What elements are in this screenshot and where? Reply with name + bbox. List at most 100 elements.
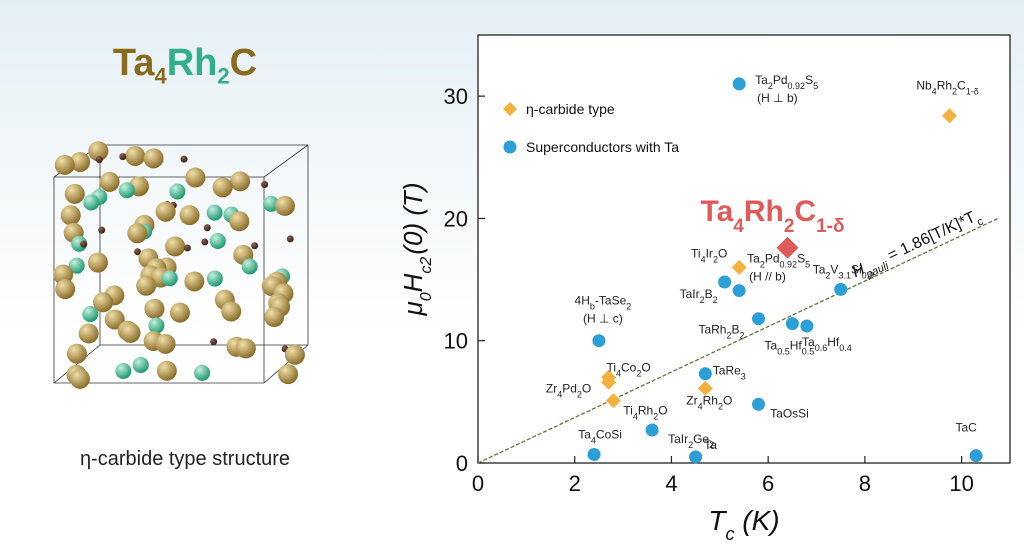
point-label-part: 2 (713, 254, 718, 264)
ta-atom (155, 333, 176, 354)
ta-atom (230, 171, 251, 192)
ta-superconductor-point (785, 317, 799, 331)
point-label: Zr4Pd2O (546, 381, 591, 399)
highlight-label-part: Rh (744, 195, 784, 228)
y-tick-label: 10 (444, 329, 468, 354)
ta-superconductor-point (800, 319, 814, 333)
point-label-part: 4 (616, 368, 621, 378)
point-label-part: 2 (740, 331, 745, 341)
y-tick-label: 0 (456, 451, 468, 476)
point-label-part: 4 (633, 412, 638, 422)
ta-superconductor-point (689, 450, 703, 464)
formula-c: C (229, 42, 258, 84)
ta-atom (136, 275, 157, 296)
point-label-part: Pd (765, 252, 780, 266)
point-label-part: Ta (802, 335, 815, 349)
eta-carbide-point (731, 259, 747, 275)
c-atom (183, 244, 191, 252)
rh-atom (118, 182, 135, 199)
y-tick-label: 30 (444, 84, 468, 109)
point-label: TaC (955, 421, 977, 435)
rh-atom (115, 362, 132, 379)
ta-atom (165, 236, 186, 257)
ta-superconductor-point (752, 397, 766, 411)
point-label-part: O (718, 246, 727, 260)
x-tick-label: 6 (762, 471, 774, 496)
point-label-part: 2 (825, 270, 830, 280)
point-label-part: Ta (755, 73, 768, 87)
point-label-part: 3 (741, 372, 746, 382)
ta-atom (169, 302, 190, 323)
c-atom (134, 248, 142, 256)
ta-atom (93, 292, 114, 313)
point-label: Ta4CoSi (578, 427, 622, 445)
ta-atom (54, 154, 75, 175)
ta4rh2c-highlight-point (776, 236, 799, 259)
rh-atom (68, 257, 85, 274)
ta-atom (229, 211, 250, 232)
point-label-part: TaIr (680, 287, 700, 301)
point-label-part: Ta (765, 339, 778, 353)
point-label-part: - (595, 294, 599, 308)
ta-atom (184, 271, 205, 292)
point-label-part: TaRe (713, 364, 741, 378)
c-atom (261, 180, 269, 188)
point-label: TaIr2Ge2 (668, 432, 714, 450)
formula-rh: Rh (166, 42, 218, 84)
ta-atom (179, 205, 200, 226)
c-atom (201, 238, 209, 246)
x-axis-label-sub: c (726, 524, 735, 540)
point-label-part: 2 (688, 440, 693, 450)
x-tick-label: 0 (472, 471, 484, 496)
x-axis-label-unit: (K) (735, 505, 780, 536)
ta-atom (60, 205, 81, 226)
ta-atom (66, 343, 87, 364)
ta-superconductor-point (592, 334, 606, 348)
ta-atom (78, 323, 99, 344)
y-axis-label-mu: μ (400, 301, 428, 316)
point-label-part: 0.6 (815, 343, 828, 353)
point-label-part: Pd (773, 73, 788, 87)
c-atom (203, 224, 211, 232)
point-label-part: Ta (704, 438, 717, 452)
point-label-part: C (957, 79, 966, 93)
point-label-part: B (732, 323, 740, 337)
point-label: TaRh2B2 (698, 323, 744, 341)
point-label: 4Hb-TaSe2 (575, 294, 632, 312)
point-label-part: Nb (916, 79, 932, 93)
point-label: Nb4Rh2C1-δ (916, 79, 978, 97)
ta-atom (212, 177, 233, 198)
point-label-part: 4 (557, 389, 562, 399)
point-label: Ta2V3.1Si0.9 (813, 262, 874, 280)
ta-atom (143, 148, 164, 169)
ta-atom (284, 344, 305, 365)
highlight-label-part: 1-δ (816, 215, 844, 236)
point-label-part: Ta (813, 262, 826, 276)
ta-superconductor-point (969, 449, 983, 463)
point-label: Zr4Rh2O (686, 393, 732, 411)
point-label-part: 2 (626, 302, 631, 312)
point-label-part: CoSi (596, 427, 622, 441)
ta-superconductor-point (752, 312, 766, 326)
point-label-part: TaIr (668, 432, 688, 446)
point-label-part: Zr (686, 393, 697, 407)
rh-atom (169, 183, 186, 200)
c-atom (98, 226, 106, 234)
point-label-part: O (641, 360, 650, 374)
point-label: Ta (704, 438, 717, 452)
x-axis-label-main: T (708, 505, 727, 536)
highlight-label-part: 2 (784, 215, 795, 236)
rh-atom (71, 235, 88, 252)
point-label-part: 0.4 (839, 343, 852, 353)
ta-atom (127, 223, 148, 244)
point-label-part: Ti (623, 404, 633, 418)
legend-diamond-marker (503, 102, 517, 116)
c-atom (180, 155, 188, 163)
ta-atom (104, 309, 125, 330)
legend-label: Superconductors with Ta (526, 139, 679, 155)
plot-frame (477, 34, 1011, 464)
point-label-part: Pd (562, 381, 577, 395)
rh-atom (82, 306, 99, 323)
